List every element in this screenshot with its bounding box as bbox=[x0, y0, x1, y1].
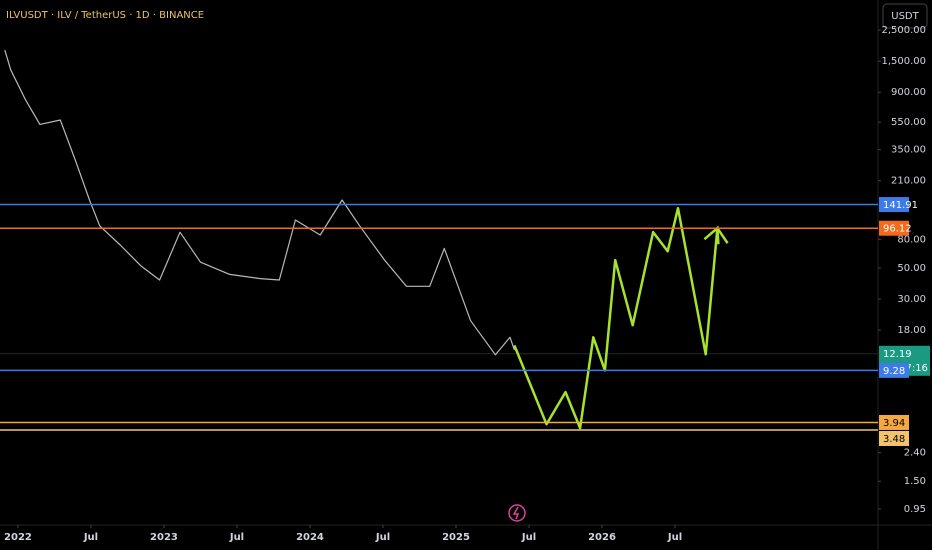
x-tick-label: Jul bbox=[375, 532, 390, 543]
level-label: 3.48 bbox=[883, 434, 905, 445]
y-tick-label: 50.00 bbox=[897, 263, 926, 274]
last-price-label: 12.19 bbox=[883, 349, 912, 360]
series-line bbox=[513, 206, 729, 430]
x-tick-label: 2025 bbox=[442, 532, 470, 543]
level-label-box bbox=[879, 220, 909, 236]
y-tick-label: 2.40 bbox=[904, 448, 926, 459]
y-tick-label: 1,500.00 bbox=[881, 56, 926, 67]
level-label-box bbox=[879, 414, 909, 430]
button-frame bbox=[882, 3, 928, 29]
series-line bbox=[4, 49, 515, 356]
y-tick-label: 18.00 bbox=[897, 325, 926, 336]
x-tick-label: Jul bbox=[229, 532, 244, 543]
level-label-box bbox=[879, 362, 909, 378]
level-label: 9.28 bbox=[883, 366, 905, 377]
y-tick-label: 0.95 bbox=[904, 504, 926, 515]
y-tick-label: 80.00 bbox=[897, 234, 926, 245]
x-tick-label: Jul bbox=[667, 532, 682, 543]
x-tick-label: Jul bbox=[521, 532, 536, 543]
level-label: 141.91 bbox=[883, 200, 918, 211]
y-tick-label: 2,500.00 bbox=[881, 25, 926, 36]
alert-icon bbox=[508, 504, 526, 522]
y-tick-label: 210.00 bbox=[891, 176, 926, 187]
chart-title: ILVUSDT · ILV / TetherUS · 1D · BINANCE bbox=[6, 10, 204, 21]
y-tick-label: 30.00 bbox=[897, 294, 926, 305]
x-tick-label: 2023 bbox=[150, 532, 178, 543]
y-tick-label: 550.00 bbox=[891, 117, 926, 128]
y-tick-label: 350.00 bbox=[891, 145, 926, 156]
level-label: 3.94 bbox=[883, 418, 905, 429]
currency-button[interactable]: USDT bbox=[882, 3, 928, 29]
y-tick-label: 900.00 bbox=[891, 87, 926, 98]
level-label-box bbox=[879, 197, 909, 213]
x-tick-label: Jul bbox=[83, 532, 98, 543]
currency-label[interactable]: USDT bbox=[891, 11, 919, 22]
level-label: 96.12 bbox=[883, 224, 912, 235]
y-tick-label: 1.50 bbox=[904, 476, 926, 487]
x-tick-label: 2022 bbox=[4, 532, 32, 543]
x-tick-label: 2026 bbox=[588, 532, 616, 543]
level-label-box bbox=[879, 430, 909, 446]
x-tick-label: 2024 bbox=[296, 532, 324, 543]
